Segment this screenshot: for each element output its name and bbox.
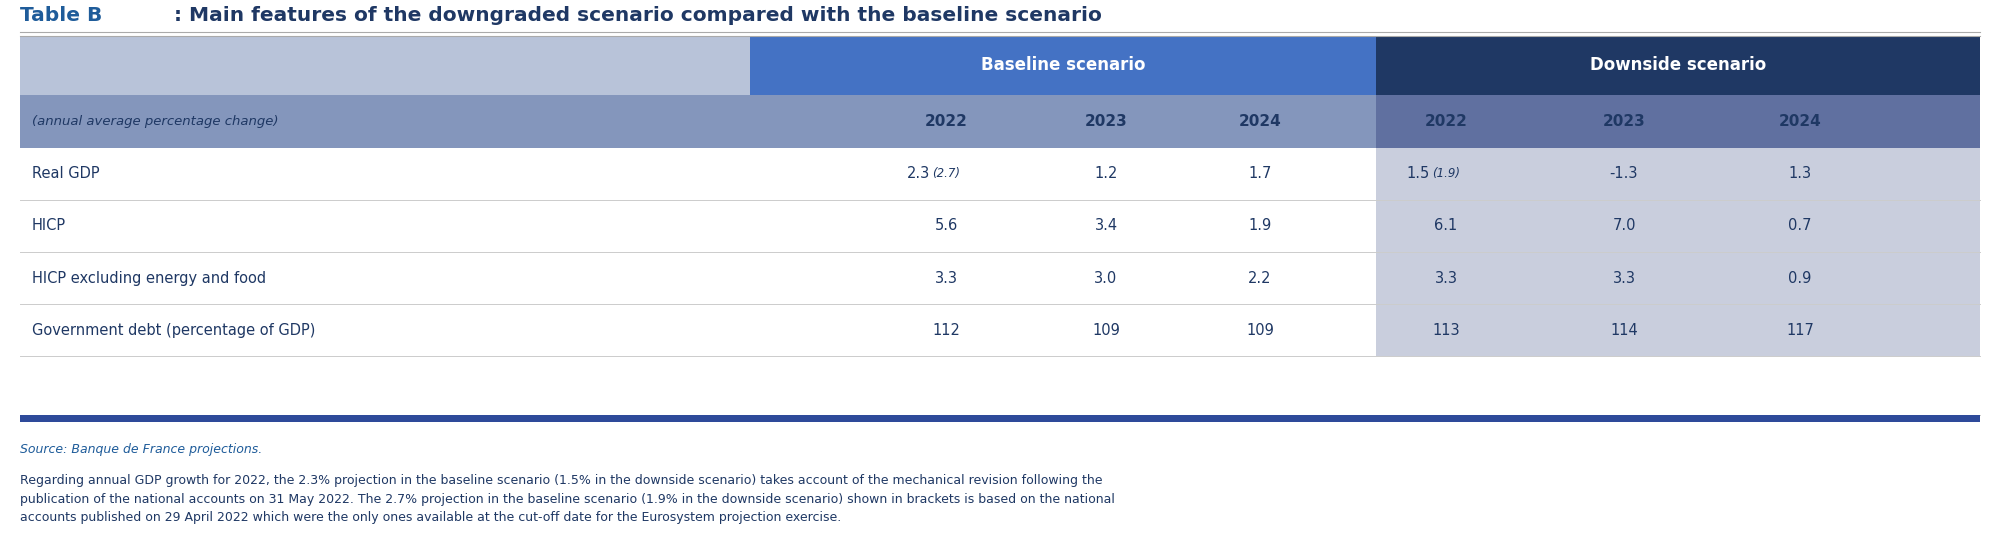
Bar bbox=[1376, 252, 1980, 304]
Text: 117: 117 bbox=[1786, 323, 1814, 338]
Text: Downside scenario: Downside scenario bbox=[1590, 56, 1766, 75]
Text: 5.6: 5.6 bbox=[934, 218, 958, 233]
Text: 112: 112 bbox=[932, 323, 960, 338]
Bar bbox=[1376, 200, 1980, 252]
Bar bbox=[20, 200, 1980, 252]
Text: 2024: 2024 bbox=[1778, 114, 1822, 129]
Text: 7.0: 7.0 bbox=[1612, 218, 1636, 233]
Text: Baseline scenario: Baseline scenario bbox=[980, 56, 1146, 75]
Text: 2023: 2023 bbox=[1084, 114, 1128, 129]
Bar bbox=[1376, 36, 1980, 95]
Text: 2022: 2022 bbox=[1424, 114, 1468, 129]
Text: HICP: HICP bbox=[32, 218, 66, 233]
Text: 114: 114 bbox=[1610, 323, 1638, 338]
Bar bbox=[1376, 148, 1980, 200]
Text: 0.7: 0.7 bbox=[1788, 218, 1812, 233]
Text: -1.3: -1.3 bbox=[1610, 166, 1638, 181]
Text: 2023: 2023 bbox=[1602, 114, 1646, 129]
Bar bbox=[20, 95, 1376, 148]
Text: 2024: 2024 bbox=[1238, 114, 1282, 129]
Text: 1.7: 1.7 bbox=[1248, 166, 1272, 181]
Bar bbox=[20, 252, 1980, 304]
Text: (1.9): (1.9) bbox=[1432, 167, 1460, 180]
Text: 2022: 2022 bbox=[924, 114, 968, 129]
Text: Regarding annual GDP growth for 2022, the 2.3% projection in the baseline scenar: Regarding annual GDP growth for 2022, th… bbox=[20, 474, 1114, 524]
Text: 3.3: 3.3 bbox=[1434, 271, 1458, 286]
Text: 113: 113 bbox=[1432, 323, 1460, 338]
Text: 3.4: 3.4 bbox=[1094, 218, 1118, 233]
Bar bbox=[20, 148, 1980, 200]
Text: Government debt (percentage of GDP): Government debt (percentage of GDP) bbox=[32, 323, 316, 338]
Text: Source: Banque de France projections.: Source: Banque de France projections. bbox=[20, 443, 262, 456]
Text: Real GDP: Real GDP bbox=[32, 166, 100, 181]
Text: 109: 109 bbox=[1092, 323, 1120, 338]
Text: 3.0: 3.0 bbox=[1094, 271, 1118, 286]
Bar bbox=[20, 304, 1980, 356]
Text: 3.3: 3.3 bbox=[934, 271, 958, 286]
Text: 109: 109 bbox=[1246, 323, 1274, 338]
Text: Table B: Table B bbox=[20, 6, 102, 25]
Text: HICP excluding energy and food: HICP excluding energy and food bbox=[32, 271, 266, 286]
Text: 1.9: 1.9 bbox=[1248, 218, 1272, 233]
Text: 1.5: 1.5 bbox=[1406, 166, 1430, 181]
Bar bbox=[750, 36, 1376, 95]
Text: 0.9: 0.9 bbox=[1788, 271, 1812, 286]
Text: 2.3: 2.3 bbox=[906, 166, 930, 181]
Bar bbox=[20, 36, 750, 95]
Text: 2.2: 2.2 bbox=[1248, 271, 1272, 286]
Bar bbox=[1376, 95, 1980, 148]
Text: 1.2: 1.2 bbox=[1094, 166, 1118, 181]
Text: : Main features of the downgraded scenario compared with the baseline scenario: : Main features of the downgraded scenar… bbox=[174, 6, 1102, 25]
Bar bbox=[20, 415, 1980, 422]
Bar bbox=[1376, 304, 1980, 356]
Text: 3.3: 3.3 bbox=[1612, 271, 1636, 286]
Text: 6.1: 6.1 bbox=[1434, 218, 1458, 233]
Text: (2.7): (2.7) bbox=[932, 167, 960, 180]
Text: 1.3: 1.3 bbox=[1788, 166, 1812, 181]
Text: (annual average percentage change): (annual average percentage change) bbox=[32, 115, 278, 128]
